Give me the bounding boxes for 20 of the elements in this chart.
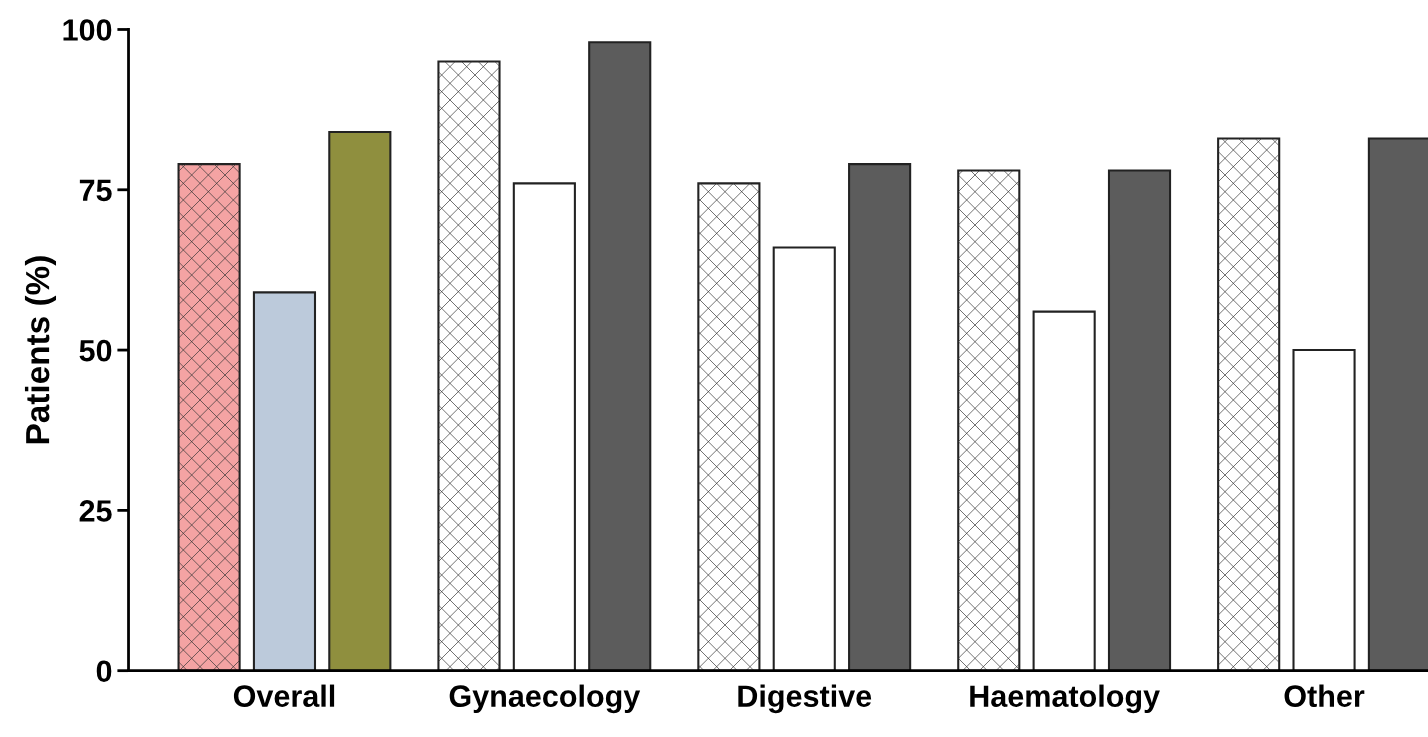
x-tick-label: Overall xyxy=(233,684,335,707)
y-tick-label: 25 xyxy=(79,500,112,522)
bar xyxy=(512,182,576,671)
bar xyxy=(588,41,652,671)
y-axis-title: Patients (%) xyxy=(24,256,57,444)
y-tick-label: 0 xyxy=(96,660,112,683)
bar xyxy=(772,246,836,671)
bar xyxy=(252,291,317,671)
y-tick-label: 75 xyxy=(79,179,112,202)
x-tick-label: Digestive xyxy=(738,684,872,714)
y-tick-label: 50 xyxy=(79,339,112,362)
x-tick-label: Gynaecology xyxy=(449,684,641,714)
x-tick-label: Haematology xyxy=(970,684,1160,714)
bar xyxy=(1292,349,1356,671)
bar xyxy=(848,163,912,671)
bar xyxy=(1032,310,1096,671)
y-tick-label: 100 xyxy=(63,19,112,41)
bar xyxy=(1107,169,1172,671)
bar xyxy=(328,131,392,671)
x-tick-label: Other xyxy=(1284,684,1365,707)
